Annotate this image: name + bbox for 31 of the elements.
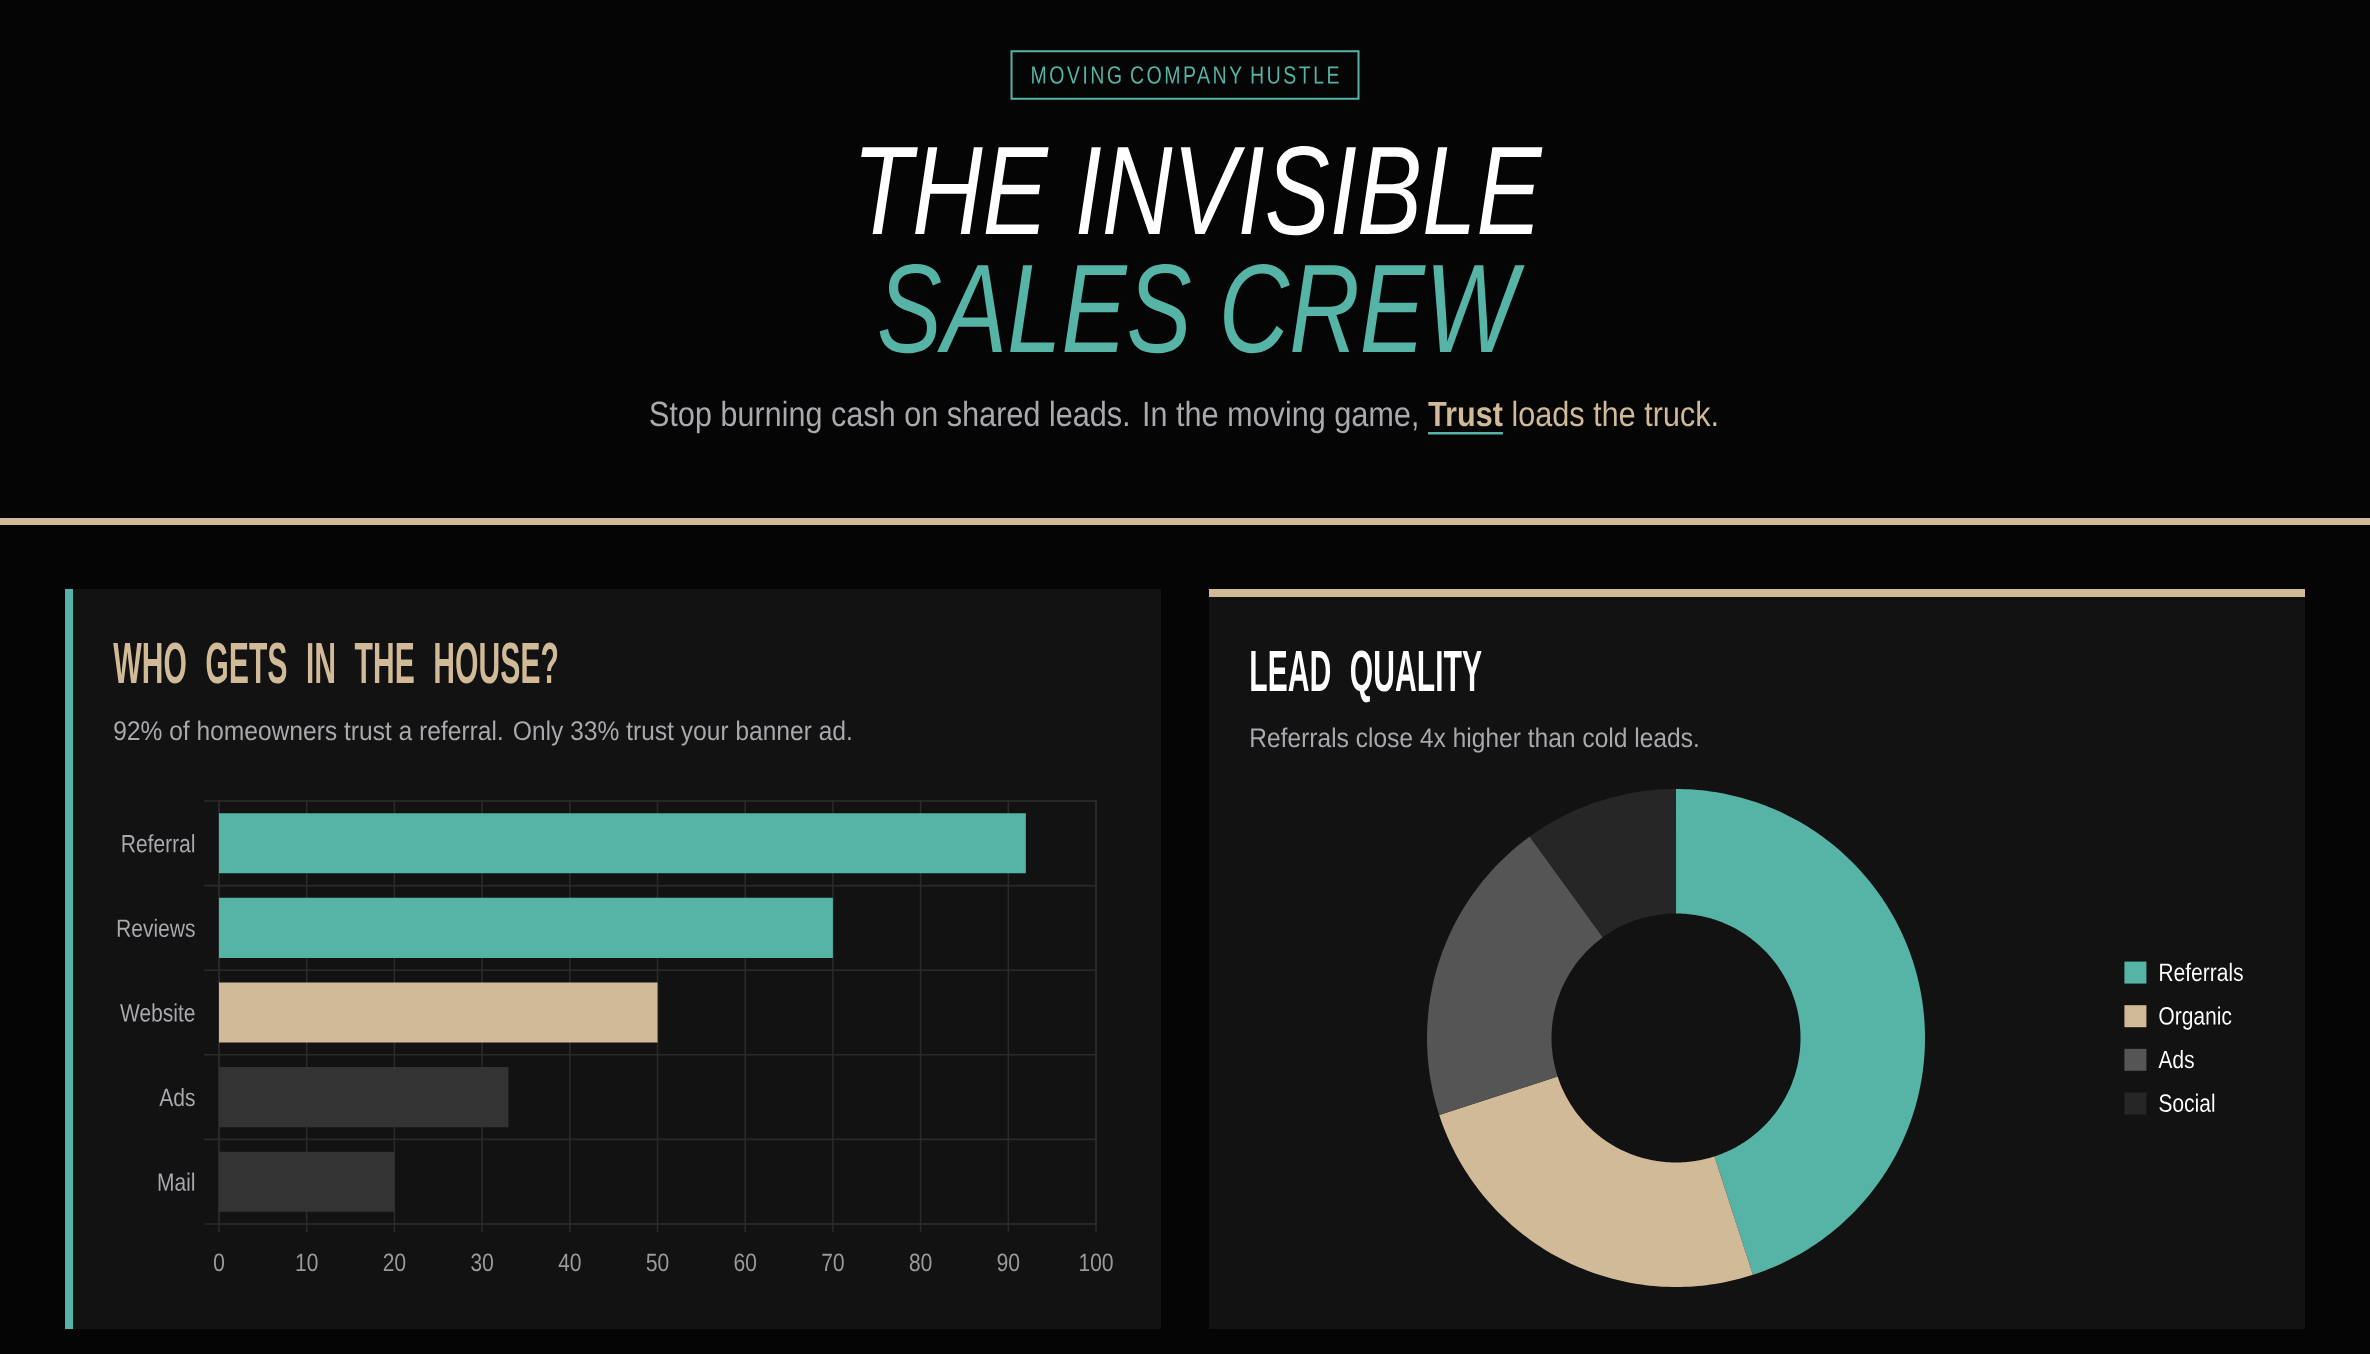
legend-label: Organic [2159, 1006, 2232, 1030]
text: SALES CREW [879, 264, 1525, 354]
y-tick-label: Reviews [117, 918, 195, 938]
bar [219, 982, 658, 1043]
chart-title: LEAD QUALITY [1251, 650, 1482, 703]
x-tick-label: 90 [997, 1253, 1020, 1272]
bar [219, 897, 833, 958]
bar [219, 813, 1026, 874]
x-tick-label: 70 [822, 1253, 844, 1272]
x-tick-label: 50 [646, 1253, 669, 1272]
chart-subtitle: 92% of homeowners trust a referral. Only 33% trust your banner ad. [114, 720, 851, 746]
y-tick-label: Mail [158, 1172, 195, 1191]
chart-title: WHO GETS IN THE HOUSE? [113, 642, 558, 684]
x-tick-label: 20 [383, 1253, 406, 1272]
x-tick-label: 40 [558, 1253, 581, 1272]
x-tick-label: 80 [909, 1253, 932, 1272]
y-tick-label: Website [120, 1003, 195, 1022]
legend-label: Ads [2158, 1050, 2194, 1069]
y-tick-label: Ads [159, 1087, 195, 1107]
chart-subtitle: Referrals close 4x higher than cold leads. [1251, 727, 1698, 753]
x-tick-label: 10 [296, 1253, 318, 1272]
x-tick-label: 0 [213, 1253, 225, 1272]
text: MOVING COMPANY HUSTLE [1032, 66, 1339, 84]
x-tick-label: 30 [471, 1253, 493, 1272]
legend-label: Referrals [2160, 962, 2243, 982]
x-tick-label: 100 [1080, 1253, 1113, 1272]
y-tick-label: Referral [122, 834, 195, 853]
text: THE INVISIBLE [861, 146, 1543, 236]
legend-label: Social [2159, 1093, 2215, 1112]
text: Stop burning cash on shared leads. In the moving game, Trust loads the truck. [650, 400, 1717, 434]
x-tick-label: 60 [734, 1253, 757, 1272]
